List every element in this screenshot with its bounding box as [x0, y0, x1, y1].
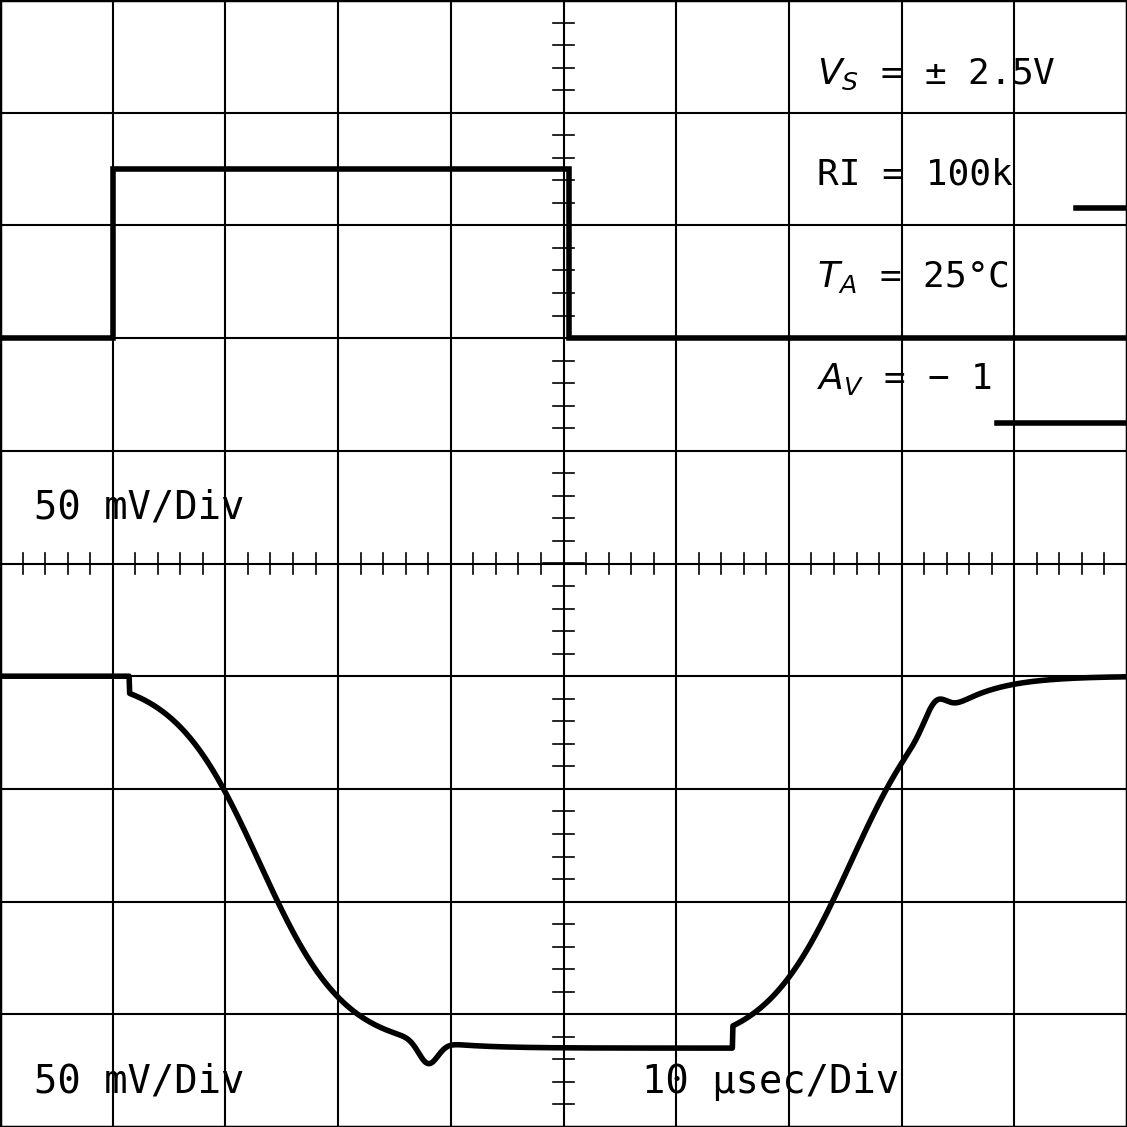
Text: $A_V$ = − 1: $A_V$ = − 1 [817, 361, 992, 397]
Text: $T_A$ = 25°C: $T_A$ = 25°C [817, 259, 1009, 295]
Text: 10 μsec/Div: 10 μsec/Div [642, 1063, 899, 1101]
Text: RI = 100k: RI = 100k [817, 158, 1013, 192]
Text: $V_S$ = ± 2.5V: $V_S$ = ± 2.5V [817, 56, 1056, 91]
Text: 50 mV/Div: 50 mV/Div [34, 1063, 245, 1101]
Text: 50 mV/Div: 50 mV/Div [34, 488, 245, 526]
